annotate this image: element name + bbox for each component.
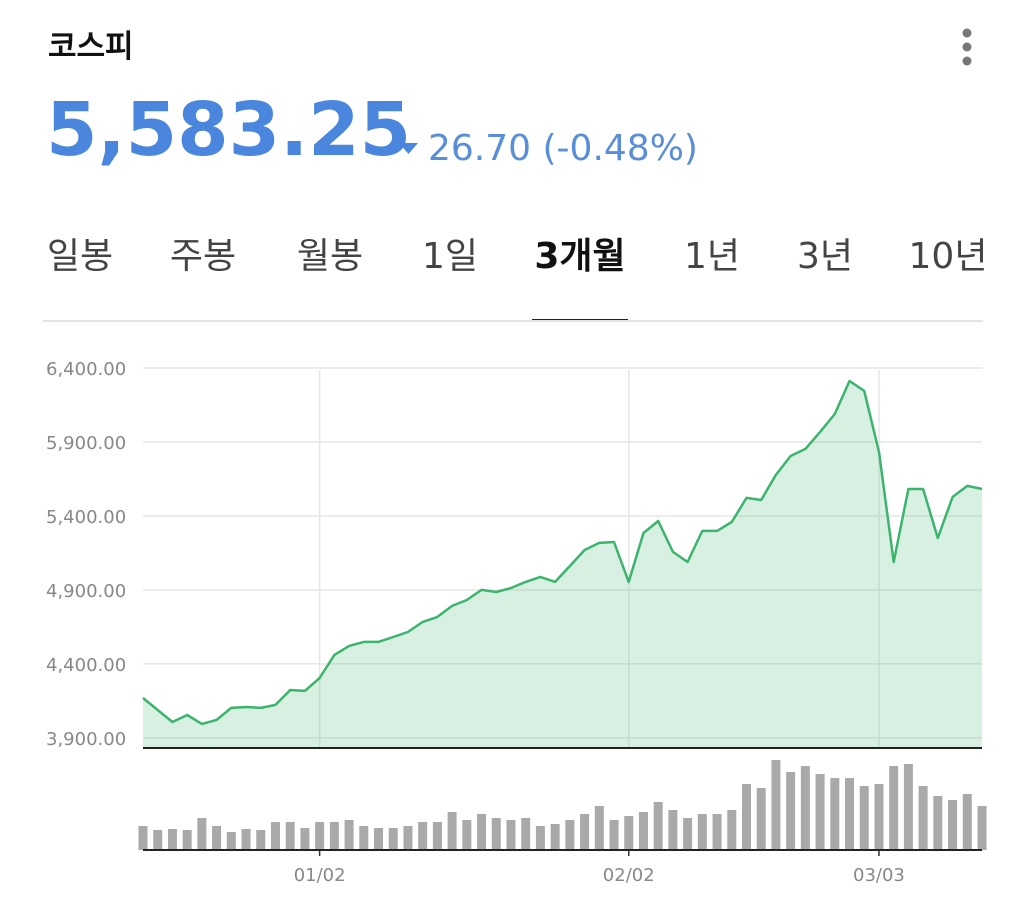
volume-bar [153, 830, 163, 850]
tab[interactable]: 주봉 [170, 236, 236, 277]
volume-bar [167, 829, 177, 850]
volume-bar [477, 814, 487, 850]
tab[interactable]: 10년 [909, 236, 988, 277]
volume-bar [874, 784, 884, 850]
x-tick-label: 01/02 [294, 865, 346, 886]
volume-bar [388, 828, 398, 850]
volume-bar [918, 786, 928, 850]
title: 코스피 [48, 29, 134, 65]
y-tick-label: 3,900.00 [46, 729, 126, 750]
tab[interactable]: 1년 [684, 236, 740, 277]
line [142, 379, 983, 726]
down-arrow [399, 143, 418, 154]
volume-bar [624, 816, 634, 850]
volume-bar [727, 810, 737, 850]
volume-bar [948, 800, 958, 850]
volume-bar [815, 774, 825, 850]
chart: 6,400.00 5,900.00 5,400.00 4,900.00 4,400.00… [46, 359, 987, 886]
volume-bar [771, 760, 781, 850]
tab[interactable]: 월봉 [297, 236, 363, 277]
volume-bar [859, 786, 869, 850]
volume-bar [344, 820, 354, 850]
volume-bar [241, 829, 251, 850]
price: 5,583.25 [46, 87, 411, 173]
tab[interactable]: 1일 [422, 236, 478, 277]
tabs: 일봉 주봉 월봉 1일 3개월 1년 3년 10년 [47, 236, 988, 322]
volume-bar [830, 778, 840, 850]
volume-bar [933, 796, 943, 850]
volume-bar [756, 788, 766, 850]
volume-bar [432, 822, 442, 850]
volume-bar [226, 832, 236, 850]
volume-bar [786, 772, 796, 850]
volume-bar [697, 814, 707, 850]
change: 26.70 (-0.48%) [428, 128, 698, 169]
tab[interactable]: 일봉 [47, 236, 113, 277]
volume-bar [138, 826, 148, 850]
volume-bar [403, 826, 413, 850]
y-tick-label: 4,400.00 [46, 655, 126, 676]
volume-bar [418, 822, 428, 850]
volume-bar [535, 826, 545, 850]
volume-bar [506, 820, 516, 850]
volume-bar [638, 812, 648, 850]
volume-bar [285, 822, 295, 850]
x-tick-label: 03/03 [853, 865, 905, 886]
volume-bar [182, 830, 192, 850]
volume-bar [447, 812, 457, 850]
volume-bar [845, 778, 855, 850]
volume-bar [594, 806, 604, 850]
tab[interactable]: 3개월 [534, 236, 625, 277]
y-tick-label: 5,900.00 [46, 433, 126, 454]
volume-bar [197, 818, 207, 850]
volume-bar [712, 814, 722, 850]
volume-bar [359, 826, 369, 850]
more-menu[interactable] [962, 28, 972, 66]
volume-bar [256, 830, 266, 850]
volume-bar [977, 806, 987, 850]
y-tick-label: 4,900.00 [46, 581, 126, 602]
volume-bar [668, 810, 678, 850]
volume-bar [491, 818, 501, 850]
volume-bar [270, 822, 280, 850]
area [143, 381, 982, 748]
tab[interactable]: 3년 [797, 236, 853, 277]
volume-bar [903, 764, 913, 850]
volume-bar [550, 824, 560, 850]
volume-bar [653, 802, 663, 850]
volume-bar [889, 766, 899, 850]
volume-bar [800, 766, 810, 850]
volume-bar [300, 828, 310, 850]
volume-bar [462, 820, 472, 850]
volume-bar [565, 820, 575, 850]
volume-bar [315, 822, 325, 850]
x-tick-label: 02/02 [603, 865, 655, 886]
volume-bar [962, 794, 972, 850]
y-tick-label: 5,400.00 [46, 507, 126, 528]
volume-bar [683, 818, 693, 850]
volume-bar [580, 814, 590, 850]
volume-bar [374, 828, 384, 850]
volume-bar [741, 784, 751, 850]
volume-bar [329, 822, 339, 850]
volume-bar [609, 820, 619, 850]
volume-bar [212, 826, 222, 850]
y-tick-label: 6,400.00 [46, 359, 126, 380]
volume-bar [521, 818, 531, 850]
